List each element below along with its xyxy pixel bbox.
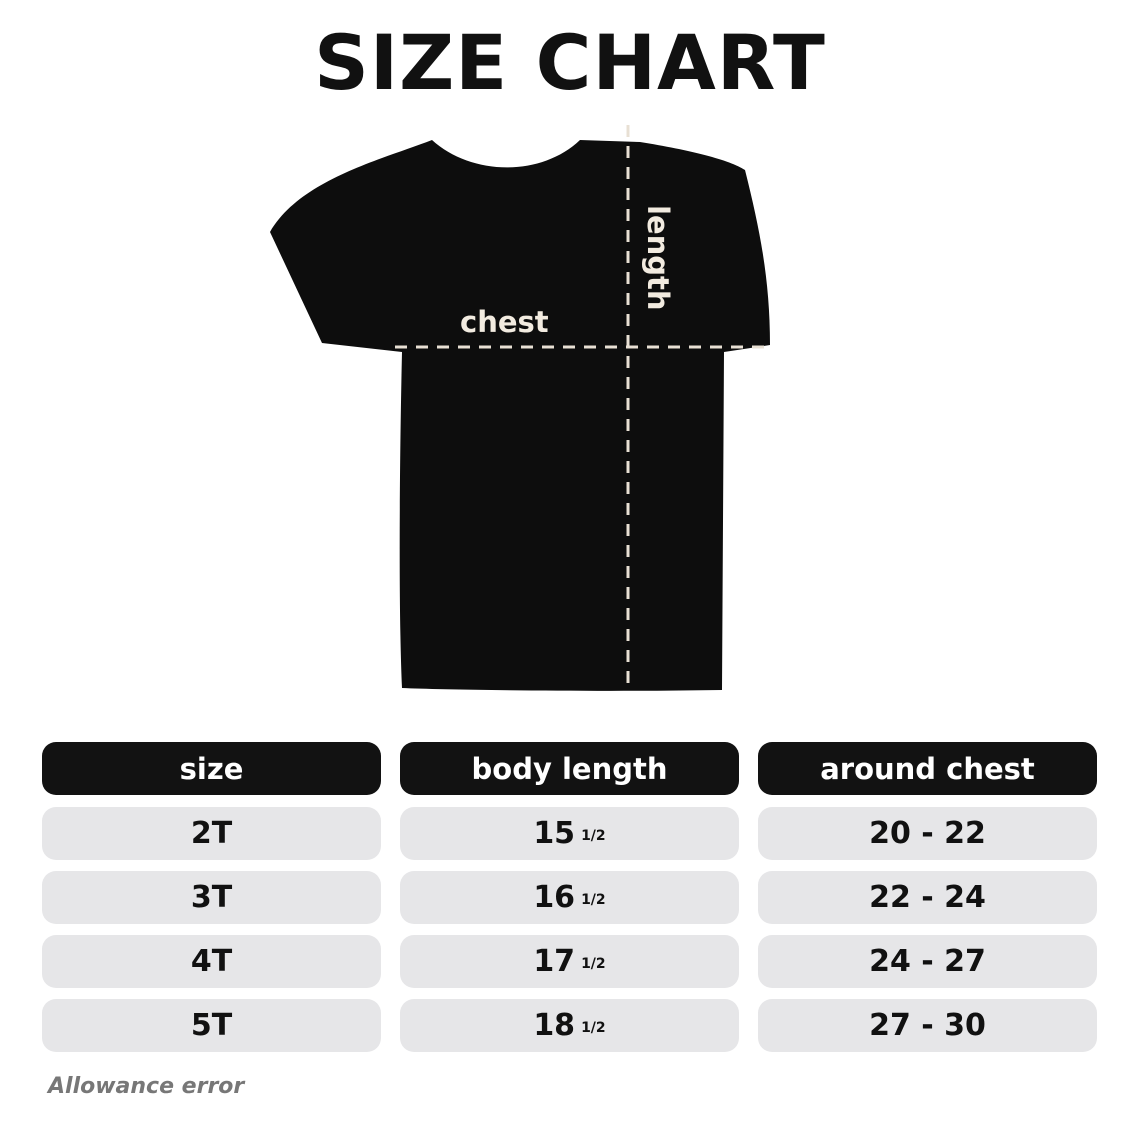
table-cell-body-length: 17 1/2 <box>400 935 739 988</box>
size-value: 3T <box>190 880 233 915</box>
length-label: length <box>641 205 675 311</box>
allowance-note: Allowance error <box>48 1074 245 1099</box>
length-fraction: 1/2 <box>581 891 606 908</box>
header-body-length: body length <box>400 742 739 795</box>
page-title: SIZE CHART <box>314 18 826 107</box>
table-cell-size: 4T <box>42 935 381 988</box>
table-cell-size: 2T <box>42 807 381 860</box>
length-fraction: 1/2 <box>581 827 606 844</box>
length-value: 15 <box>533 816 576 851</box>
tshirt-shape <box>270 140 770 691</box>
table-cell-around-chest: 24 - 27 <box>758 935 1097 988</box>
tshirt-diagram: chest length <box>270 125 770 691</box>
table-cell-size: 5T <box>42 999 381 1052</box>
table-cell-body-length: 18 1/2 <box>400 999 739 1052</box>
table-cell-around-chest: 20 - 22 <box>758 807 1097 860</box>
table-cell-body-length: 16 1/2 <box>400 871 739 924</box>
header-size: size <box>42 742 381 795</box>
length-value: 16 <box>533 880 576 915</box>
table-cell-body-length: 15 1/2 <box>400 807 739 860</box>
chest-label: chest <box>460 305 549 339</box>
table-cell-around-chest: 27 - 30 <box>758 999 1097 1052</box>
chest-value: 20 - 22 <box>869 816 986 851</box>
chest-value: 27 - 30 <box>869 1008 986 1043</box>
size-value: 5T <box>190 1008 233 1043</box>
table-cell-around-chest: 22 - 24 <box>758 871 1097 924</box>
length-value: 18 <box>533 1008 576 1043</box>
length-fraction: 1/2 <box>581 1019 606 1036</box>
size-value: 4T <box>190 944 233 979</box>
chest-value: 24 - 27 <box>869 944 986 979</box>
size-value: 2T <box>190 816 233 851</box>
chest-value: 22 - 24 <box>869 880 986 915</box>
length-value: 17 <box>533 944 576 979</box>
header-around-chest: around chest <box>758 742 1097 795</box>
table-cell-size: 3T <box>42 871 381 924</box>
length-fraction: 1/2 <box>581 955 606 972</box>
